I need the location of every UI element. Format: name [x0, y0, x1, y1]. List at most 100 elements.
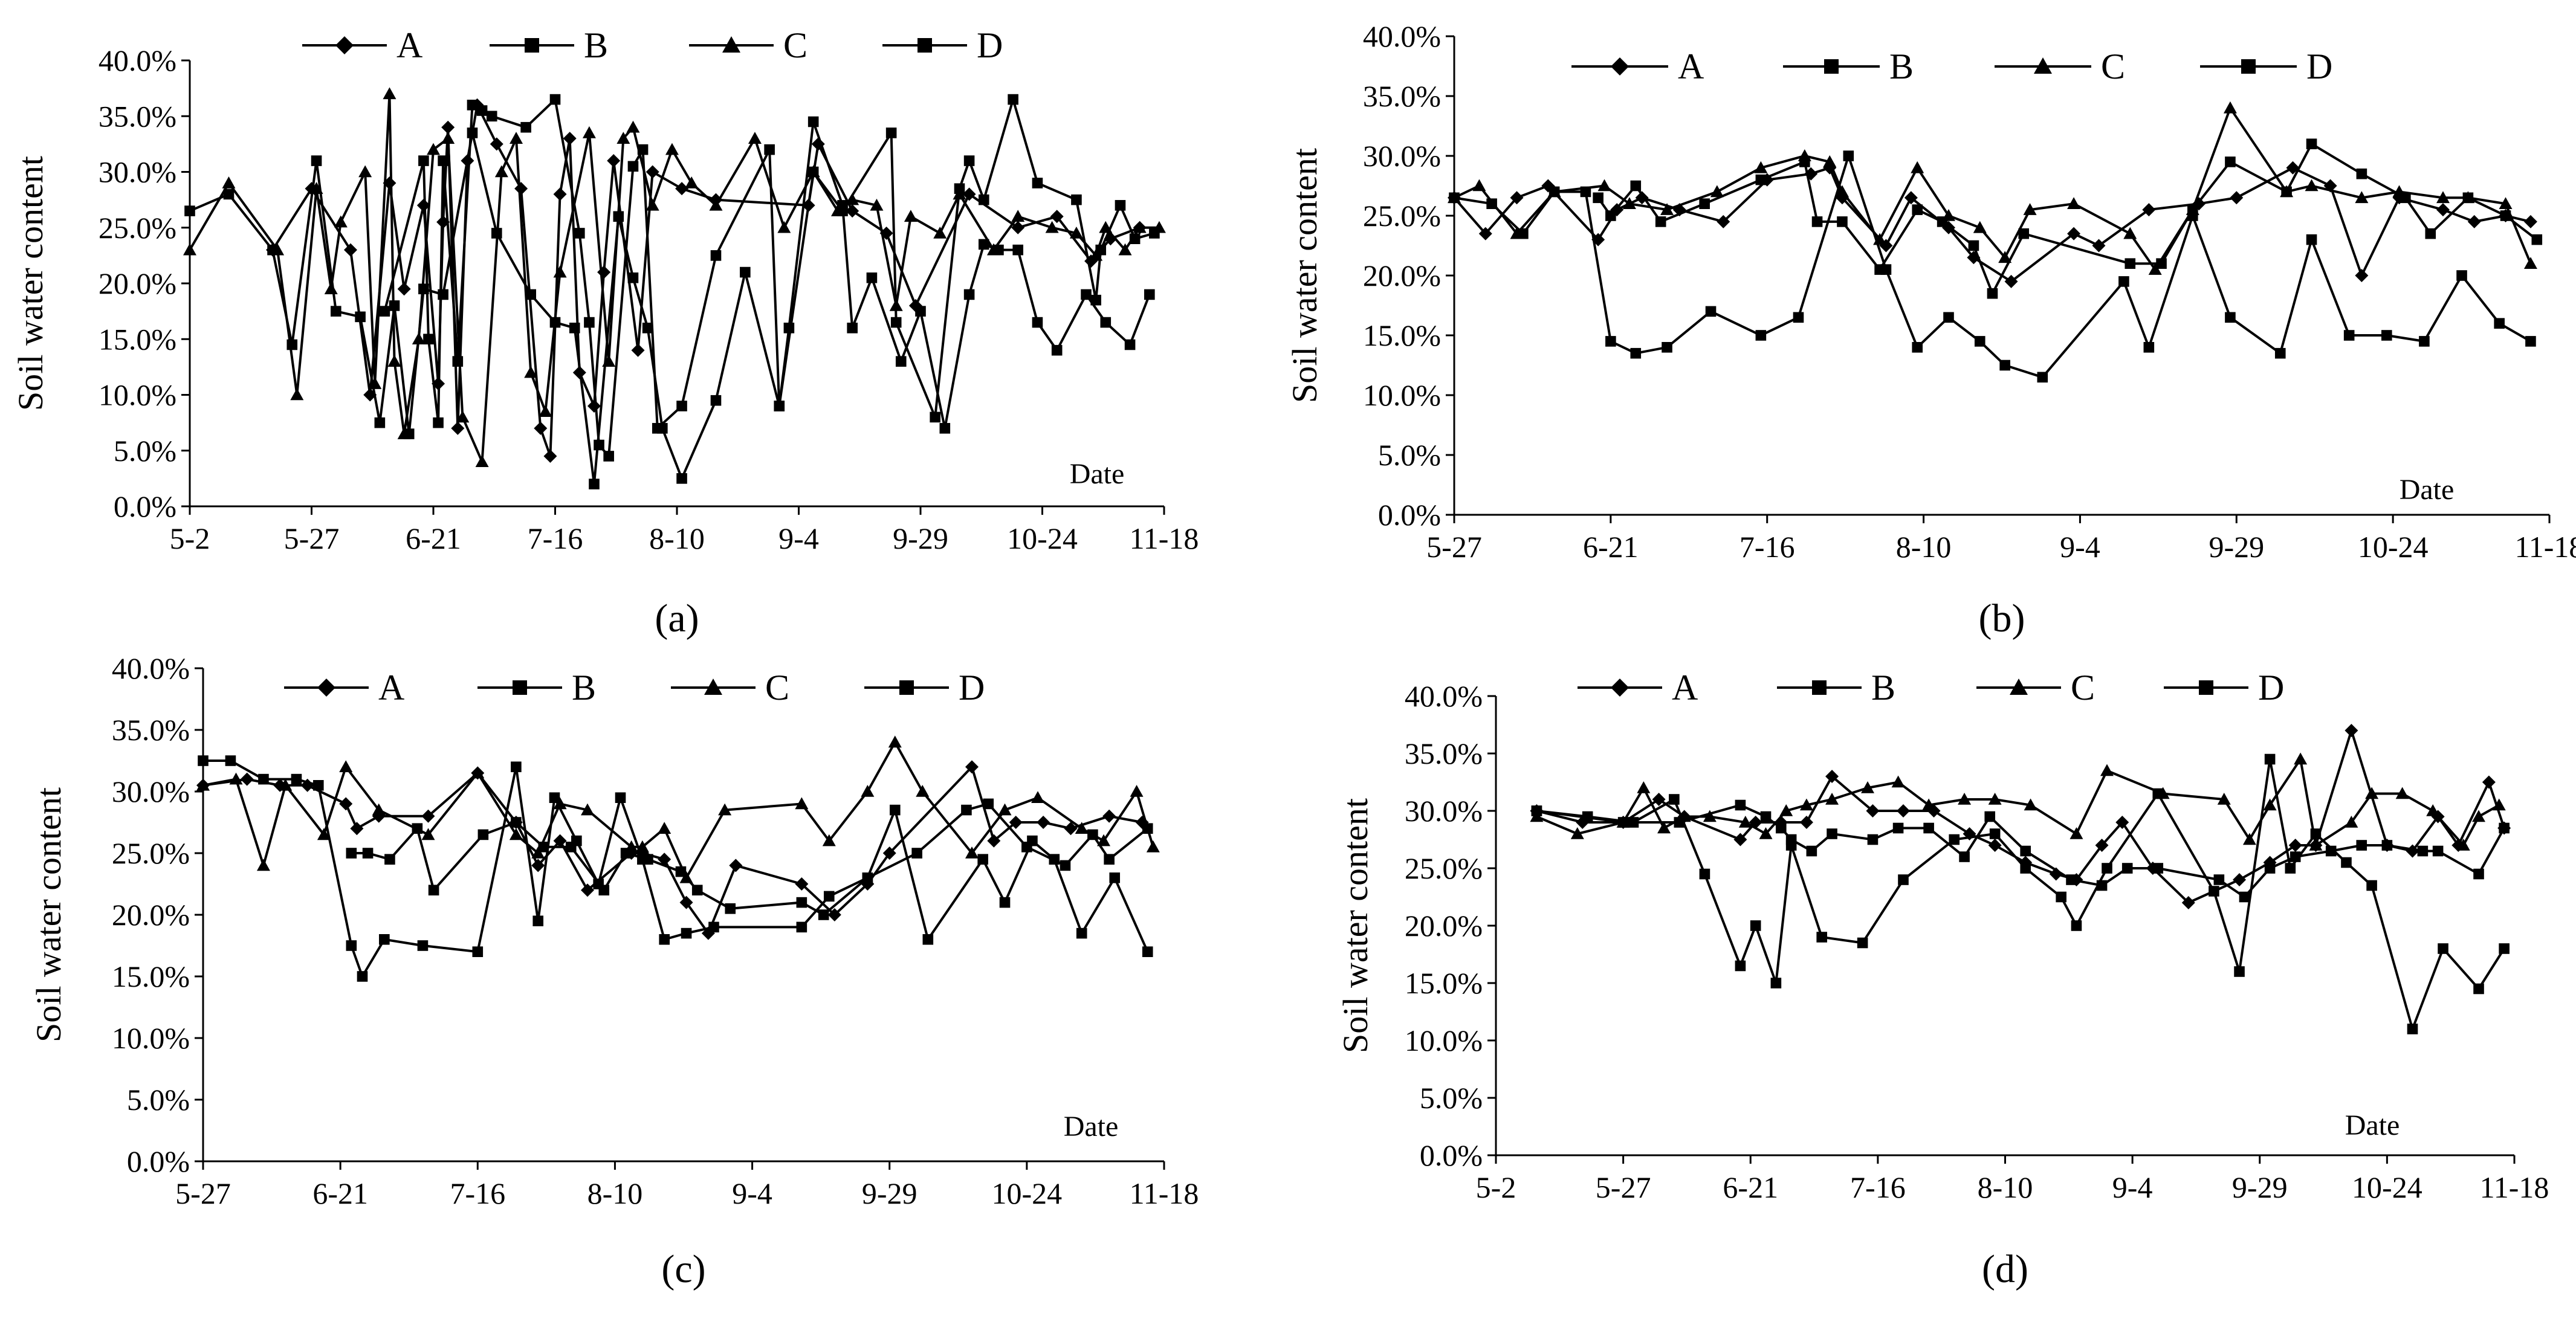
data-point-D	[2143, 342, 2155, 353]
data-point-C	[2426, 804, 2440, 816]
series-line-A	[271, 101, 1141, 457]
data-point-C	[2461, 191, 2475, 204]
data-point-C	[777, 221, 791, 233]
data-point-D	[615, 792, 626, 803]
legend-item-A: A	[302, 25, 422, 65]
data-point-A	[962, 187, 976, 201]
data-point-A	[2142, 203, 2156, 217]
data-point-B	[452, 356, 464, 367]
data-point-A	[581, 883, 594, 897]
data-point-D	[1531, 805, 1542, 816]
legend-marker	[525, 38, 539, 53]
data-point-A	[2095, 839, 2109, 852]
data-point-B	[2432, 845, 2444, 857]
series-C	[1448, 101, 2537, 275]
data-point-C	[679, 871, 693, 883]
data-point-D	[807, 116, 819, 127]
data-point-B	[1892, 822, 1904, 834]
data-point-C	[183, 243, 196, 256]
data-point-D	[2310, 828, 2322, 839]
data-point-B	[2239, 891, 2250, 903]
x-tick-label: 7-16	[1739, 530, 1795, 564]
data-point-C	[1152, 221, 1166, 233]
data-point-A	[1652, 793, 1666, 806]
data-point-B	[1115, 200, 1126, 211]
data-point-D	[740, 266, 751, 278]
x-axis-label: Date	[1064, 1111, 1119, 1143]
data-point-D	[847, 323, 858, 334]
data-point-C	[1637, 781, 1651, 793]
data-point-A	[1733, 833, 1747, 847]
legend-marker	[2241, 59, 2256, 74]
data-point-B	[477, 829, 489, 840]
data-point-C	[581, 803, 594, 816]
data-point-A	[553, 187, 567, 201]
data-point-C	[2024, 798, 2037, 811]
legend-label: D	[959, 668, 985, 708]
data-point-D	[1081, 289, 1092, 300]
data-point-D	[374, 417, 386, 428]
data-point-D	[2187, 210, 2198, 221]
data-point-C	[1738, 816, 1752, 828]
data-point-B	[1959, 851, 1970, 862]
y-tick-label: 15.0%	[1363, 318, 1441, 352]
data-point-D	[357, 971, 368, 982]
x-tick-label: 10-24	[1007, 521, 1078, 555]
data-point-B	[2425, 228, 2436, 239]
data-point-D	[1012, 244, 1023, 256]
x-tick-label: 5-27	[1426, 530, 1482, 564]
y-axis-label: Soil water content	[1285, 148, 1324, 403]
x-tick-label: 5-27	[175, 1176, 231, 1210]
data-point-C	[553, 797, 567, 810]
data-point-C	[1988, 793, 2002, 805]
data-point-C	[795, 797, 809, 810]
data-point-A	[2233, 873, 2247, 886]
y-tick-label: 40.0%	[112, 651, 190, 685]
data-point-D	[681, 927, 692, 939]
data-point-B	[627, 161, 639, 172]
data-point-D	[549, 792, 560, 803]
panel-label: (d)	[1982, 1247, 2028, 1291]
data-point-C	[339, 760, 353, 772]
data-point-D	[1518, 228, 1529, 239]
data-point-D	[1109, 872, 1121, 883]
data-point-D	[1582, 811, 1593, 822]
legend-item-D: D	[864, 668, 985, 708]
data-point-C	[1823, 155, 1837, 167]
y-tick-label: 10.0%	[112, 1021, 190, 1055]
data-point-D	[311, 155, 322, 166]
data-point-D	[355, 311, 366, 323]
data-point-D	[708, 921, 719, 933]
data-point-C	[2294, 752, 2308, 765]
data-point-C	[1099, 221, 1113, 233]
series-line-A	[1453, 166, 2531, 283]
panel-label: (a)	[655, 596, 699, 640]
data-point-C	[888, 735, 902, 748]
data-point-B	[584, 317, 595, 328]
data-point-A	[987, 834, 1001, 848]
panel-label: (c)	[661, 1247, 705, 1291]
data-point-D	[676, 473, 687, 484]
series-C	[1530, 752, 2506, 851]
data-point-A	[240, 772, 254, 786]
data-point-C	[709, 198, 723, 211]
data-point-B	[710, 250, 722, 261]
x-tick-label: 6-21	[406, 521, 461, 555]
data-point-C	[998, 803, 1012, 816]
data-point-B	[2499, 822, 2510, 834]
data-point-D	[346, 940, 357, 951]
legend-marker	[513, 680, 527, 695]
y-tick-label: 25.0%	[1405, 851, 1483, 885]
x-tick-label: 7-16	[528, 521, 583, 555]
data-point-D	[977, 854, 988, 865]
data-point-C	[441, 132, 455, 144]
data-point-C	[2456, 839, 2470, 851]
data-point-B	[2121, 863, 2133, 874]
data-point-A	[563, 132, 577, 146]
legend-item-A: A	[1578, 668, 1698, 708]
data-point-A	[421, 809, 435, 823]
data-point-B	[423, 334, 434, 345]
data-point-B	[1867, 834, 1879, 845]
x-tick-label: 7-16	[450, 1176, 505, 1210]
data-point-B	[764, 144, 775, 155]
